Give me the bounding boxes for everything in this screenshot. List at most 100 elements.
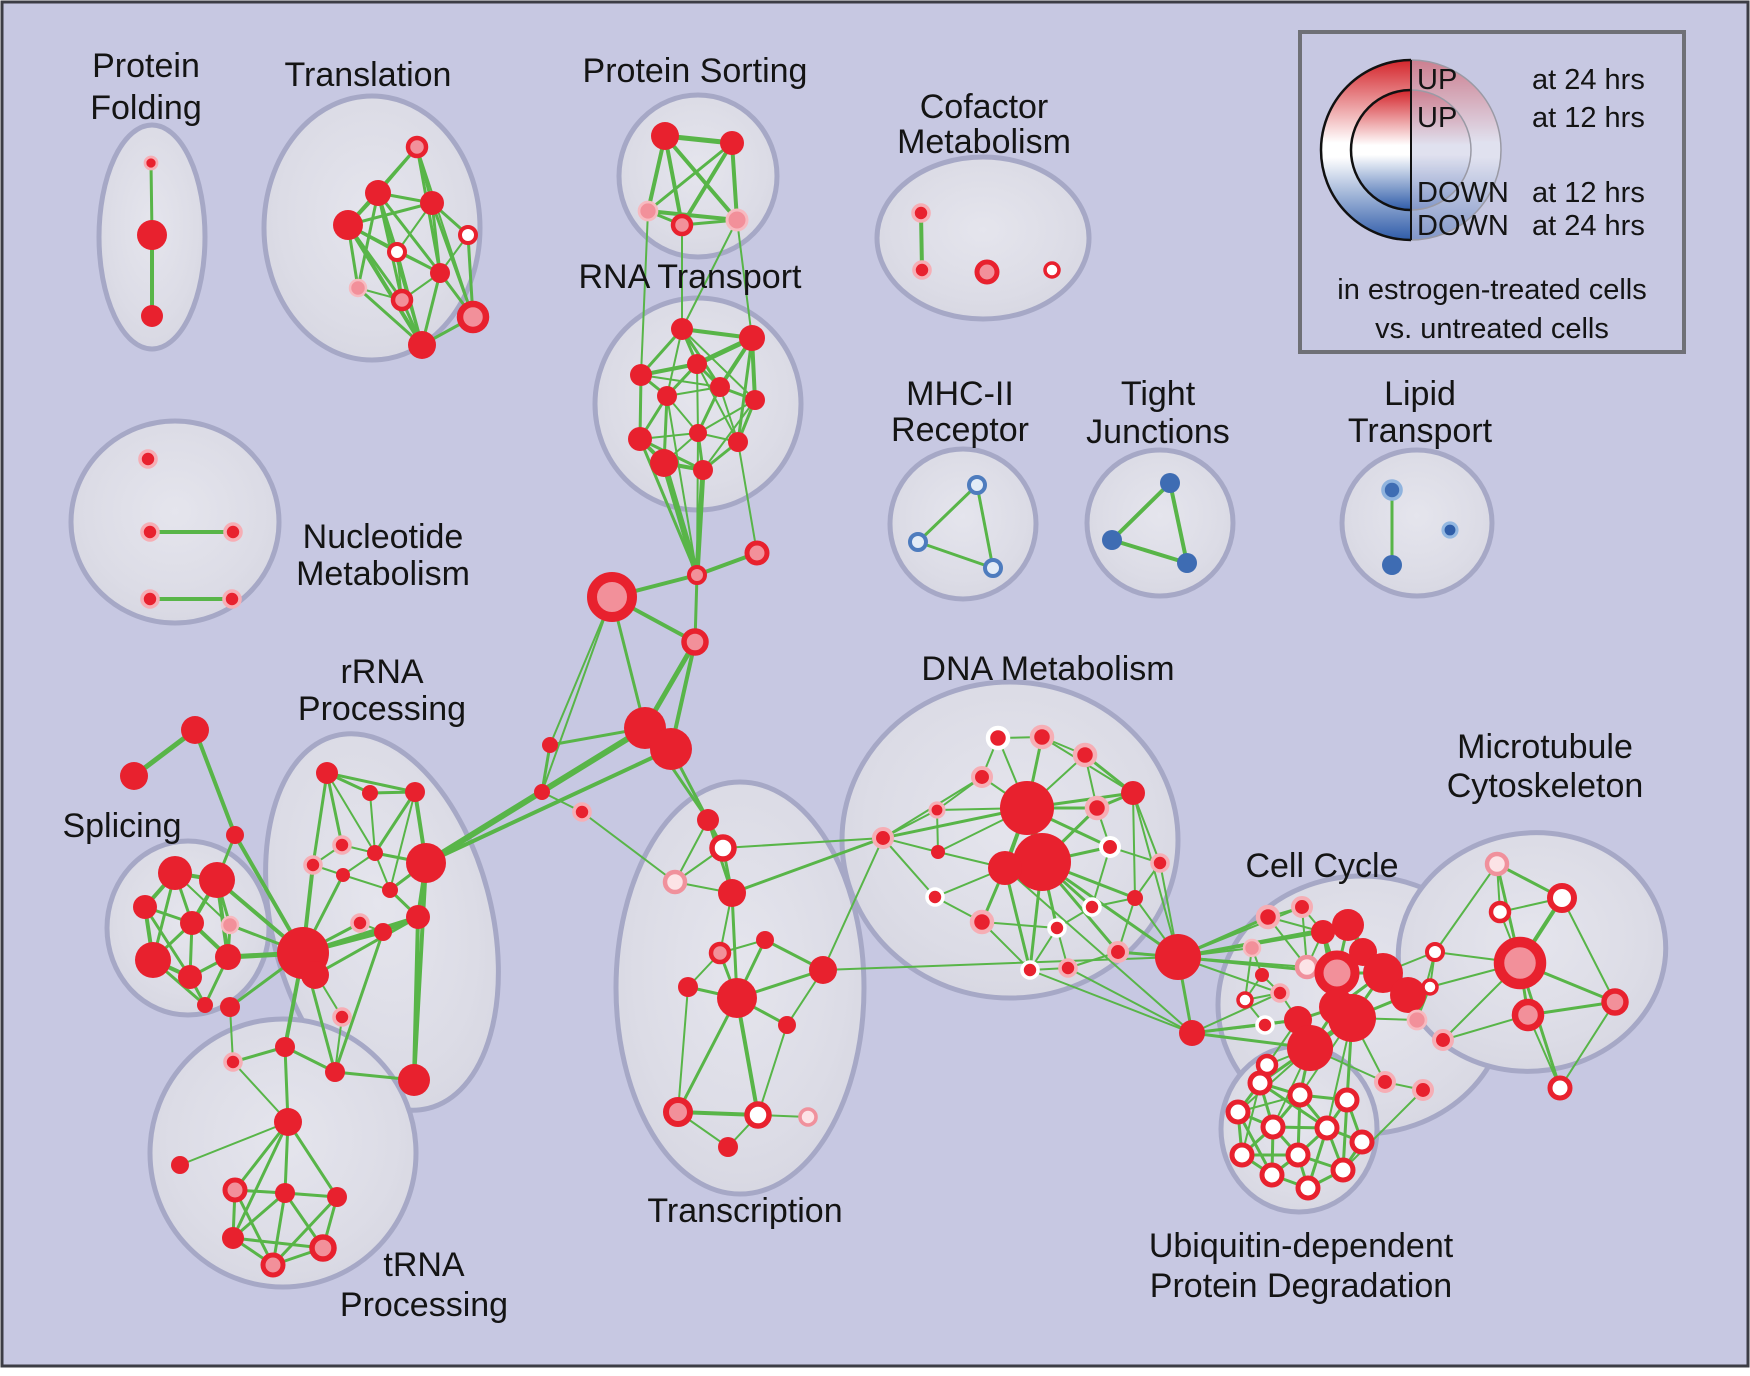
network-edge — [1342, 1089, 1424, 1171]
network-node — [1311, 920, 1335, 944]
network-node — [456, 300, 490, 334]
network-node — [1255, 968, 1269, 982]
network-node — [650, 728, 692, 770]
network-edge — [430, 201, 475, 319]
nodes-layer — [120, 122, 1629, 1278]
network-node — [303, 855, 323, 875]
network-node — [717, 978, 757, 1018]
network-node — [181, 716, 209, 744]
network-node — [408, 331, 436, 359]
network-node — [969, 909, 995, 935]
network-edge — [676, 996, 739, 1114]
network-edge — [696, 432, 699, 576]
network-edge — [373, 790, 417, 855]
network-edge — [1434, 863, 1498, 953]
network-node — [1000, 781, 1054, 835]
network-node — [912, 260, 932, 280]
network-node — [1411, 1078, 1435, 1102]
network-node — [587, 572, 637, 622]
network-node — [1328, 994, 1376, 1042]
network-edge — [346, 223, 424, 347]
network-node — [140, 522, 160, 542]
cluster-label-rrna-processing: rRNA — [340, 653, 423, 691]
network-node — [316, 762, 338, 784]
network-node — [725, 208, 749, 232]
network-node — [333, 210, 363, 240]
network-node — [809, 956, 837, 984]
network-edge — [541, 596, 613, 793]
network-edge — [1559, 1001, 1616, 1089]
network-edge — [325, 771, 417, 794]
network-edge — [681, 219, 738, 330]
network-node — [367, 845, 383, 861]
network-node — [1287, 1082, 1313, 1108]
network-edge — [916, 483, 979, 544]
network-node — [1373, 1070, 1397, 1094]
network-edge — [663, 134, 739, 222]
network-node — [325, 1062, 345, 1082]
network-edge — [1168, 481, 1189, 565]
network-node — [756, 931, 774, 949]
cluster-ellipse-rrna-processing — [263, 731, 501, 1113]
network-node — [365, 180, 391, 206]
legend-time-label: at 12 hrs — [1532, 177, 1645, 209]
legend-time-label: at 24 hrs — [1532, 64, 1645, 96]
network-node — [1150, 853, 1170, 873]
network-node — [709, 834, 737, 862]
network-edge — [822, 837, 884, 971]
network-node — [1029, 724, 1055, 750]
network-node — [1334, 1087, 1360, 1113]
network-node — [1547, 883, 1577, 913]
network-node — [420, 191, 444, 215]
network-edge — [1191, 992, 1281, 1034]
network-node — [1294, 954, 1320, 980]
cluster-label-translation: Translation — [285, 56, 452, 94]
network-node — [301, 961, 329, 989]
network-node — [928, 801, 946, 819]
network-node — [220, 997, 240, 1017]
network-edge — [722, 837, 884, 849]
network-node — [974, 259, 1000, 285]
network-edge — [412, 915, 420, 1082]
network-node — [967, 475, 987, 495]
network-node — [687, 565, 707, 585]
network-node — [1121, 781, 1145, 805]
network-edge — [1003, 866, 1032, 972]
cluster-label-protein-folding: Folding — [90, 89, 202, 127]
network-node — [650, 449, 678, 477]
network-node — [222, 1227, 244, 1249]
network-edge — [882, 837, 936, 898]
cluster-label-lipid-transport: Transport — [1348, 412, 1493, 450]
network-node — [911, 203, 931, 223]
network-node — [332, 835, 352, 855]
network-node — [1013, 833, 1071, 891]
network-node — [744, 1101, 772, 1129]
network-node — [348, 278, 368, 298]
network-node — [1381, 479, 1403, 501]
network-edge — [702, 399, 756, 471]
network-node — [133, 895, 157, 919]
network-edge — [663, 134, 684, 227]
network-node — [662, 869, 688, 895]
cluster-ellipse-mhc-ii-receptor — [887, 446, 1039, 602]
cluster-label-lipid-transport: Lipid — [1384, 375, 1456, 413]
network-edge — [697, 399, 756, 434]
network-edge — [757, 1024, 788, 1116]
network-node — [1290, 895, 1314, 919]
cluster-label-nucleotide-metabolism: Nucleotide — [303, 518, 464, 556]
network-edge — [325, 771, 344, 847]
network-edge — [356, 191, 380, 290]
network-node — [1242, 938, 1262, 958]
network-node — [745, 390, 765, 410]
network-node — [406, 843, 446, 883]
network-node — [327, 1187, 347, 1207]
legend-inner-left-arc — [1349, 88, 1412, 212]
legend-caption: vs. untreated cells — [1375, 313, 1609, 345]
network-edge — [638, 437, 699, 577]
cluster-label-nucleotide-metabolism: Metabolism — [296, 555, 470, 593]
network-node — [542, 737, 558, 753]
network-node — [197, 997, 213, 1013]
network-node — [988, 851, 1022, 885]
cluster-ellipse-lipid-transport — [1339, 447, 1495, 599]
network-edge — [311, 771, 329, 867]
